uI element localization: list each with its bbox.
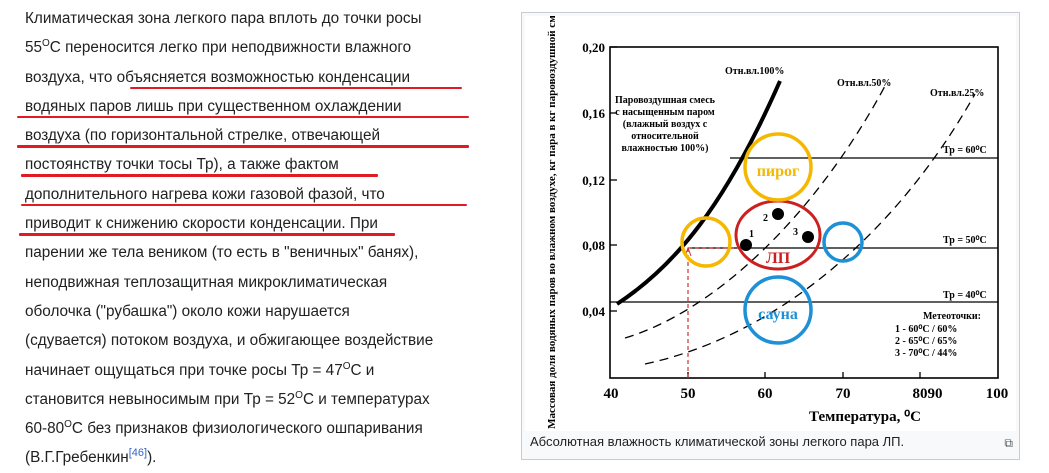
y-tick-label: 0,20	[582, 40, 605, 55]
annotation-line: с насыщенным паром	[615, 107, 715, 118]
text-fragment: дополнительного нагрева кожи газовой фаз…	[25, 185, 385, 203]
text-line: неподвижная теплозащитная микроклиматиче…	[25, 273, 388, 291]
sauna-zone-circle	[743, 275, 813, 345]
plot-frame	[609, 46, 999, 379]
pirog-zone-circle	[743, 132, 813, 202]
y-tick-label: 0,16	[582, 106, 605, 121]
text-fragment: ).	[147, 449, 157, 467]
text-line: постоянству точки тосы Тр), а также факт…	[21, 150, 495, 179]
x-tick-label: 90	[928, 386, 943, 402]
yellow-circle	[680, 216, 732, 268]
text-fragment: C и температурах	[302, 390, 430, 408]
red-underline	[21, 203, 467, 207]
x-tick-label: 50	[681, 386, 696, 402]
pirog-label: пирог	[757, 163, 800, 180]
red-underline	[130, 86, 462, 90]
text-line: 55OC переносится легко при неподвижности…	[25, 33, 495, 62]
text-fragment: водяных паров лишь при существенном охла…	[25, 97, 402, 115]
red-underline	[19, 233, 395, 236]
text-fragment: 60-80	[25, 420, 65, 438]
text-line: водяных паров лишь при существенном охла…	[17, 92, 495, 121]
text-fragment: C переносится легко при неподвижности вл…	[49, 39, 412, 57]
superscript: O	[64, 419, 72, 431]
dewpoint-label: Тр = 60⁰С	[943, 145, 987, 156]
red-underline	[21, 174, 378, 178]
article-text: Климатическая зона легкого пара вплоть д…	[17, 4, 495, 473]
text-fragment: C и	[350, 361, 375, 379]
point-label: 2	[763, 213, 768, 224]
dewpoint-label: Тр = 50⁰С	[943, 235, 987, 246]
text-line: становится невыносимым при Тр = 52OC и т…	[25, 385, 495, 414]
x-axis-label: Температура, ⁰С	[809, 409, 921, 425]
x-tick-label: 100	[986, 386, 1009, 402]
x-tick-label: 70	[836, 386, 851, 402]
meteo-point	[740, 239, 752, 251]
text-fragment: постоянству точки тосы Тр), а также факт…	[25, 156, 339, 174]
superscript: O	[42, 38, 50, 50]
text-fragment: C без признаков физиологического ошпарив…	[71, 420, 423, 438]
superscript: O	[342, 360, 351, 372]
point-label: 3	[793, 227, 798, 238]
curve-label: Отн.вл.50%	[837, 78, 891, 89]
annotation-line: Паровоздушная смесь	[615, 95, 716, 106]
text-line: (сдувается) потоком воздуха, и обжигающе…	[25, 332, 434, 350]
annotation-line: влажностью 100%)	[621, 143, 708, 154]
text-line: Климатическая зона легкого пара вплоть д…	[25, 10, 422, 27]
red-underline	[17, 145, 469, 148]
figure-image[interactable]: 0,20 0,16 0,12 0,08 0,04 40 50 60 70 80 …	[525, 0, 1016, 431]
humidity-chart: 0,20 0,16 0,12 0,08 0,04 40 50 60 70 80 …	[546, 0, 1009, 429]
legend-item: 3 - 70⁰С / 44%	[895, 348, 957, 359]
superscript: O	[295, 389, 303, 401]
x-tick-label: 80	[913, 386, 928, 402]
curve-label: Отн.вл.25%	[930, 88, 984, 99]
text-line: дополнительного нагрева кожи газовой фаз…	[21, 180, 495, 209]
dewpoint-label: Тр = 40⁰С	[943, 290, 987, 301]
text-line: оболочка ("рубашка") около кожи нарушает…	[25, 302, 350, 320]
red-underline	[17, 115, 469, 119]
annotation-line: (влажный воздух с	[623, 119, 708, 130]
figure-caption: Абсолютная влажность климатической зоны …	[530, 434, 905, 449]
text-fragment: (В.Г.Гребенкин	[25, 449, 129, 467]
text-line: начинает ощущаться при точке росы Тр = 4…	[25, 356, 495, 385]
sauna-label: сауна	[758, 306, 798, 323]
y-tick-label: 0,08	[582, 238, 605, 253]
saturation-curve	[615, 80, 782, 306]
text-line: приводит к снижению скорости конденсации…	[19, 209, 495, 238]
x-tick-label: 60	[758, 386, 773, 402]
meteo-point	[802, 231, 814, 243]
blue-circle	[822, 221, 864, 263]
text-fragment: становится невыносимым при Тр = 52	[25, 390, 296, 408]
text-line: воздуха (по горизонтальной стрелке, отве…	[17, 121, 495, 150]
lp-label: ЛП	[766, 250, 791, 267]
x-tick-label: 40	[604, 386, 619, 402]
text-line: (В.Г.Гребенкин[46]).	[25, 443, 495, 472]
legend-title: Метеоточки:	[923, 311, 981, 322]
text-fragment: приводит к снижению скорости конденсации…	[25, 215, 378, 233]
legend-item: 2 - 65⁰С / 65%	[895, 336, 957, 347]
legend-item: 1 - 60⁰С / 60%	[895, 324, 957, 335]
citation-link[interactable]: [46]	[128, 447, 148, 460]
magnify-icon[interactable]: ⧉	[1004, 436, 1013, 450]
text-line: 60-80OC без признаков физиологического о…	[25, 414, 495, 443]
y-tick-label: 0,12	[582, 173, 605, 188]
text-line: парении же тела веником (то есть в "вени…	[25, 244, 419, 262]
figure-thumbnail: 0,20 0,16 0,12 0,08 0,04 40 50 60 70 80 …	[521, 0, 1020, 460]
meteo-point	[772, 208, 784, 220]
text-fragment: воздуха, что объясняется возможностью ко…	[25, 68, 410, 86]
text-line: воздуха, что объясняется возможностью ко…	[25, 63, 495, 92]
point-label: 1	[749, 229, 754, 240]
y-axis-label: Массовая доля водяных паров во влажном в…	[546, 16, 558, 429]
text-fragment: начинает ощущаться при точке росы Тр = 4…	[25, 361, 343, 379]
annotation-line: относительной	[631, 131, 699, 142]
curve-label: Отн.вл.100%	[725, 66, 784, 77]
text-fragment: воздуха (по горизонтальной стрелке, отве…	[25, 127, 381, 145]
text-fragment: 55	[25, 39, 43, 57]
y-tick-label: 0,04	[582, 304, 605, 319]
